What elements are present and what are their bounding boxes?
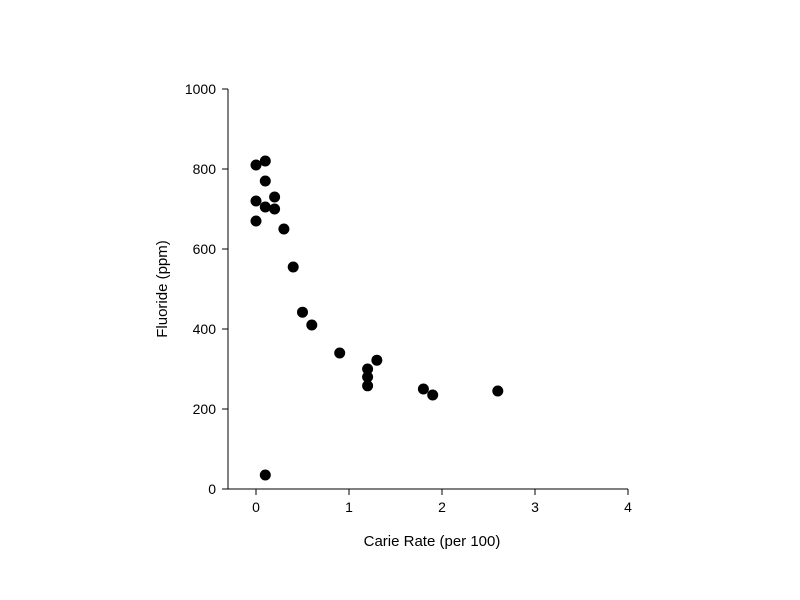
y-tick-label: 0: [208, 481, 216, 497]
x-axis-title: Carie Rate (per 100): [364, 533, 501, 550]
x-tick-label: 4: [624, 499, 632, 515]
data-point: [427, 389, 439, 401]
x-axis-ticks: 0 1 2 3 4: [252, 489, 632, 515]
y-tick-label: 1000: [185, 81, 216, 97]
data-point: [259, 155, 271, 167]
data-point: [278, 223, 290, 235]
data-point: [269, 203, 281, 215]
data-point: [362, 380, 374, 392]
data-point: [417, 383, 429, 395]
x-tick-label: 2: [438, 499, 446, 515]
x-tick-label: 1: [345, 499, 353, 515]
data-point: [259, 201, 271, 213]
data-point: [250, 159, 262, 171]
data-point: [492, 385, 504, 397]
x-tick-label: 3: [531, 499, 539, 515]
data-point: [297, 306, 308, 318]
data-point: [287, 261, 299, 273]
y-tick-label: 400: [193, 321, 217, 337]
data-point: [259, 469, 271, 481]
data-point: [306, 319, 318, 331]
y-tick-label: 600: [193, 241, 217, 257]
data-point: [259, 175, 271, 187]
x-tick-label: 0: [252, 499, 260, 515]
y-axis-ticks: 0 200 400 600 800 1000: [185, 81, 228, 497]
data-point: [371, 354, 383, 366]
y-axis-title: Fluoride (ppm): [154, 240, 171, 338]
axes: [227, 89, 628, 490]
data-point: [334, 347, 346, 359]
y-tick-label: 800: [193, 161, 217, 177]
data-point: [250, 215, 262, 227]
data-points: [250, 155, 504, 481]
data-point: [250, 195, 262, 207]
y-tick-label: 200: [193, 401, 217, 417]
data-point: [269, 191, 281, 203]
